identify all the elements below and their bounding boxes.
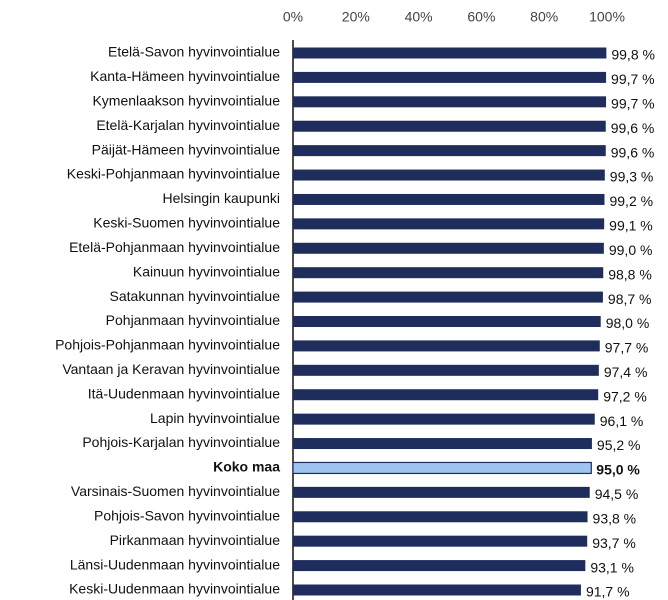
y-tick-label: Koko maa: [213, 459, 280, 475]
bar: [293, 389, 599, 401]
y-tick-label: Itä-Uudenmaan hyvinvointialue: [88, 385, 280, 401]
y-tick-label: Pohjois-Savon hyvinvointialue: [94, 507, 280, 523]
y-tick-label: Kainuun hyvinvointialue: [133, 263, 280, 279]
x-tick-label: 0%: [283, 9, 303, 25]
x-tick-label: 40%: [405, 9, 433, 25]
bar: [293, 267, 604, 279]
x-tick-label: 60%: [467, 9, 495, 25]
bar: [293, 584, 581, 596]
y-tick-label: Etelä-Karjalan hyvinvointialue: [96, 117, 280, 133]
y-tick-label: Etelä-Savon hyvinvointialue: [108, 44, 280, 60]
y-tick-label: Länsi-Uudenmaan hyvinvointialue: [70, 556, 280, 572]
data-label: 98,0 %: [606, 315, 650, 331]
y-tick-label: Keski-Pohjanmaan hyvinvointialue: [67, 166, 280, 182]
bar: [293, 511, 588, 523]
data-label: 98,7 %: [608, 291, 652, 307]
bar: [293, 47, 607, 59]
data-label: 95,2 %: [597, 437, 641, 453]
y-tick-label: Satakunnan hyvinvointialue: [110, 288, 281, 304]
bar: [293, 120, 606, 132]
data-label: 99,3 %: [610, 169, 654, 185]
y-tick-label: Pohjois-Pohjanmaan hyvinvointialue: [55, 337, 280, 353]
y-tick-label: Pohjois-Karjalan hyvinvointialue: [82, 434, 280, 450]
data-label: 95,0 %: [596, 462, 640, 478]
bar: [293, 291, 603, 303]
bar: [292, 461, 592, 475]
bar: [293, 340, 600, 352]
data-label: 99,2 %: [609, 193, 653, 209]
data-label: 99,7 %: [611, 71, 655, 87]
bar: [293, 316, 601, 327]
bar: [293, 486, 590, 498]
bar: [293, 560, 586, 572]
data-label: 93,7 %: [592, 535, 636, 551]
bar: [293, 364, 599, 376]
bar: [293, 413, 595, 425]
data-label: 97,7 %: [605, 340, 649, 356]
bar: [293, 438, 592, 450]
x-tick-label: 20%: [342, 9, 370, 25]
bar: [293, 242, 604, 254]
bar: [293, 71, 607, 83]
bar: [293, 169, 605, 181]
data-label: 99,1 %: [609, 218, 653, 234]
bar: [293, 535, 588, 547]
x-tick-label: 80%: [530, 9, 558, 25]
y-tick-label: Pohjanmaan hyvinvointialue: [106, 312, 281, 328]
data-label: 93,1 %: [590, 559, 634, 575]
bar: [293, 193, 605, 205]
data-label: 97,4 %: [604, 364, 648, 380]
data-label: 99,6 %: [611, 120, 655, 136]
y-tick-label: Päijät-Hämeen hyvinvointialue: [92, 141, 281, 157]
data-label: 99,0 %: [609, 242, 653, 258]
data-label: 99,8 %: [611, 47, 655, 63]
y-tick-label: Helsingin kaupunki: [162, 190, 280, 206]
bar: [293, 145, 606, 157]
y-tick-label: Kanta-Hämeen hyvinvointialue: [90, 68, 280, 84]
data-label: 94,5 %: [595, 486, 639, 502]
data-label: 93,8 %: [593, 510, 637, 526]
data-label: 96,1 %: [600, 413, 644, 429]
y-tick-label: Vantaan ja Keravan hyvinvointialue: [62, 361, 280, 377]
bar: [293, 96, 607, 108]
y-tick-label: Etelä-Pohjanmaan hyvinvointialue: [69, 239, 280, 255]
y-tick-label: Pirkanmaan hyvinvointialue: [110, 532, 281, 548]
y-tick-label: Keski-Uudenmaan hyvinvointialue: [69, 581, 280, 597]
data-label: 98,8 %: [608, 266, 652, 282]
x-tick-label: 100%: [589, 9, 625, 25]
data-label: 97,2 %: [603, 388, 647, 404]
y-tick-label: Kymenlaakson hyvinvointialue: [92, 93, 280, 109]
data-label: 99,7 %: [611, 96, 655, 112]
y-tick-label: Lapin hyvinvointialue: [150, 410, 280, 426]
y-tick-label: Keski-Suomen hyvinvointialue: [93, 215, 280, 231]
y-tick-label: Varsinais-Suomen hyvinvointialue: [71, 483, 280, 499]
data-label: 99,6 %: [611, 144, 655, 160]
data-label: 91,7 %: [586, 584, 630, 600]
bar: [293, 218, 605, 230]
